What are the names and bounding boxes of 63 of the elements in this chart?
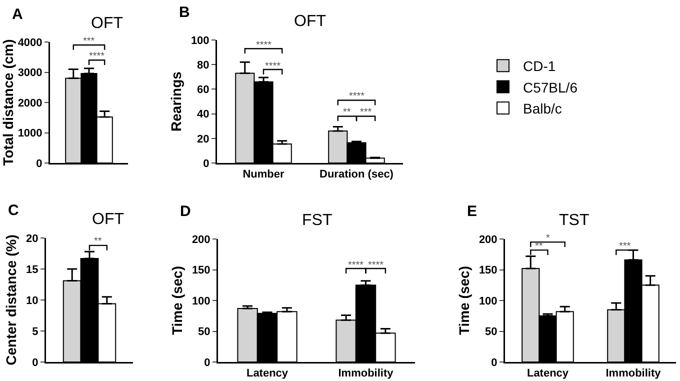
y-tick-label: 4000 (18, 36, 42, 49)
y-tick-label: 0 (491, 356, 498, 369)
annotation: * (546, 233, 550, 244)
annotation: **** (368, 260, 384, 271)
y-tick-label: 0 (204, 356, 210, 369)
y-tick-label: 100 (478, 295, 498, 308)
chart-title: OFT (91, 15, 124, 32)
y-tick-label: 60 (197, 84, 210, 96)
y-tick-label: 3000 (18, 67, 42, 80)
x-tick-label: Latency (246, 368, 289, 380)
chart-title: OFT (92, 211, 124, 228)
y-tick-label: 10 (26, 294, 38, 307)
y-tick-label: 50 (198, 326, 210, 338)
x-tick-label: Immobility (338, 368, 394, 380)
annotation: ** (535, 241, 543, 252)
x-tick-label: Immobility (606, 368, 662, 380)
y-tick-label: 20 (197, 133, 210, 146)
annotation: ** (343, 107, 351, 118)
text: C (8, 202, 19, 219)
y-tick-label: 0 (203, 158, 210, 170)
y-tick-label: 15 (26, 264, 38, 276)
y-axis-title: Center distance (%) (2, 234, 19, 366)
annotation: **** (256, 40, 272, 51)
y-axis-title: Rearings (168, 71, 184, 132)
chart-title: FST (302, 212, 332, 229)
y-tick-label: 2000 (18, 97, 42, 110)
annotation: *** (83, 36, 95, 47)
chart-title: TST (559, 212, 590, 229)
y-axis-title: Time (sec) (168, 266, 185, 335)
x-tick-label: Number (242, 168, 285, 181)
y-axis-title: Total distance (cm) (0, 39, 16, 166)
y-tick-label: 100 (192, 295, 210, 308)
y-tick-label: 0 (32, 356, 38, 369)
y-tick-label: 1000 (18, 128, 42, 140)
y-tick-label: 0 (36, 158, 42, 170)
chart-title: OFT (294, 13, 326, 30)
legend-label: CD-1 (523, 58, 556, 74)
annotation: **** (349, 91, 365, 102)
text: D (180, 203, 191, 220)
annotation: **** (348, 260, 364, 271)
x-tick-label: Latency (526, 368, 570, 380)
legend-label: C57BL/6 (523, 79, 578, 96)
y-tick-label: 20 (26, 232, 38, 245)
y-tick-label: 50 (485, 326, 498, 338)
annotation: *** (360, 107, 372, 118)
annotation: **** (265, 61, 281, 72)
text: E (467, 203, 478, 220)
y-tick-label: 200 (192, 234, 210, 246)
y-tick-label: 200 (478, 234, 498, 246)
y-tick-label: 5 (32, 326, 38, 338)
y-tick-label: 150 (192, 264, 210, 277)
legend-label: Balb/c (523, 100, 562, 116)
text: B (179, 4, 190, 21)
y-tick-label: 100 (190, 34, 210, 47)
y-axis-title: Time (sec) (456, 266, 472, 335)
y-tick-label: 150 (478, 264, 498, 277)
annotation: **** (89, 51, 105, 62)
y-tick-label: 40 (197, 108, 210, 121)
x-tick-label: Duration (sec) (320, 168, 394, 181)
text: A (12, 6, 23, 23)
y-tick-label: 80 (197, 59, 210, 72)
annotation: *** (619, 241, 631, 252)
annotation: ** (94, 236, 102, 247)
